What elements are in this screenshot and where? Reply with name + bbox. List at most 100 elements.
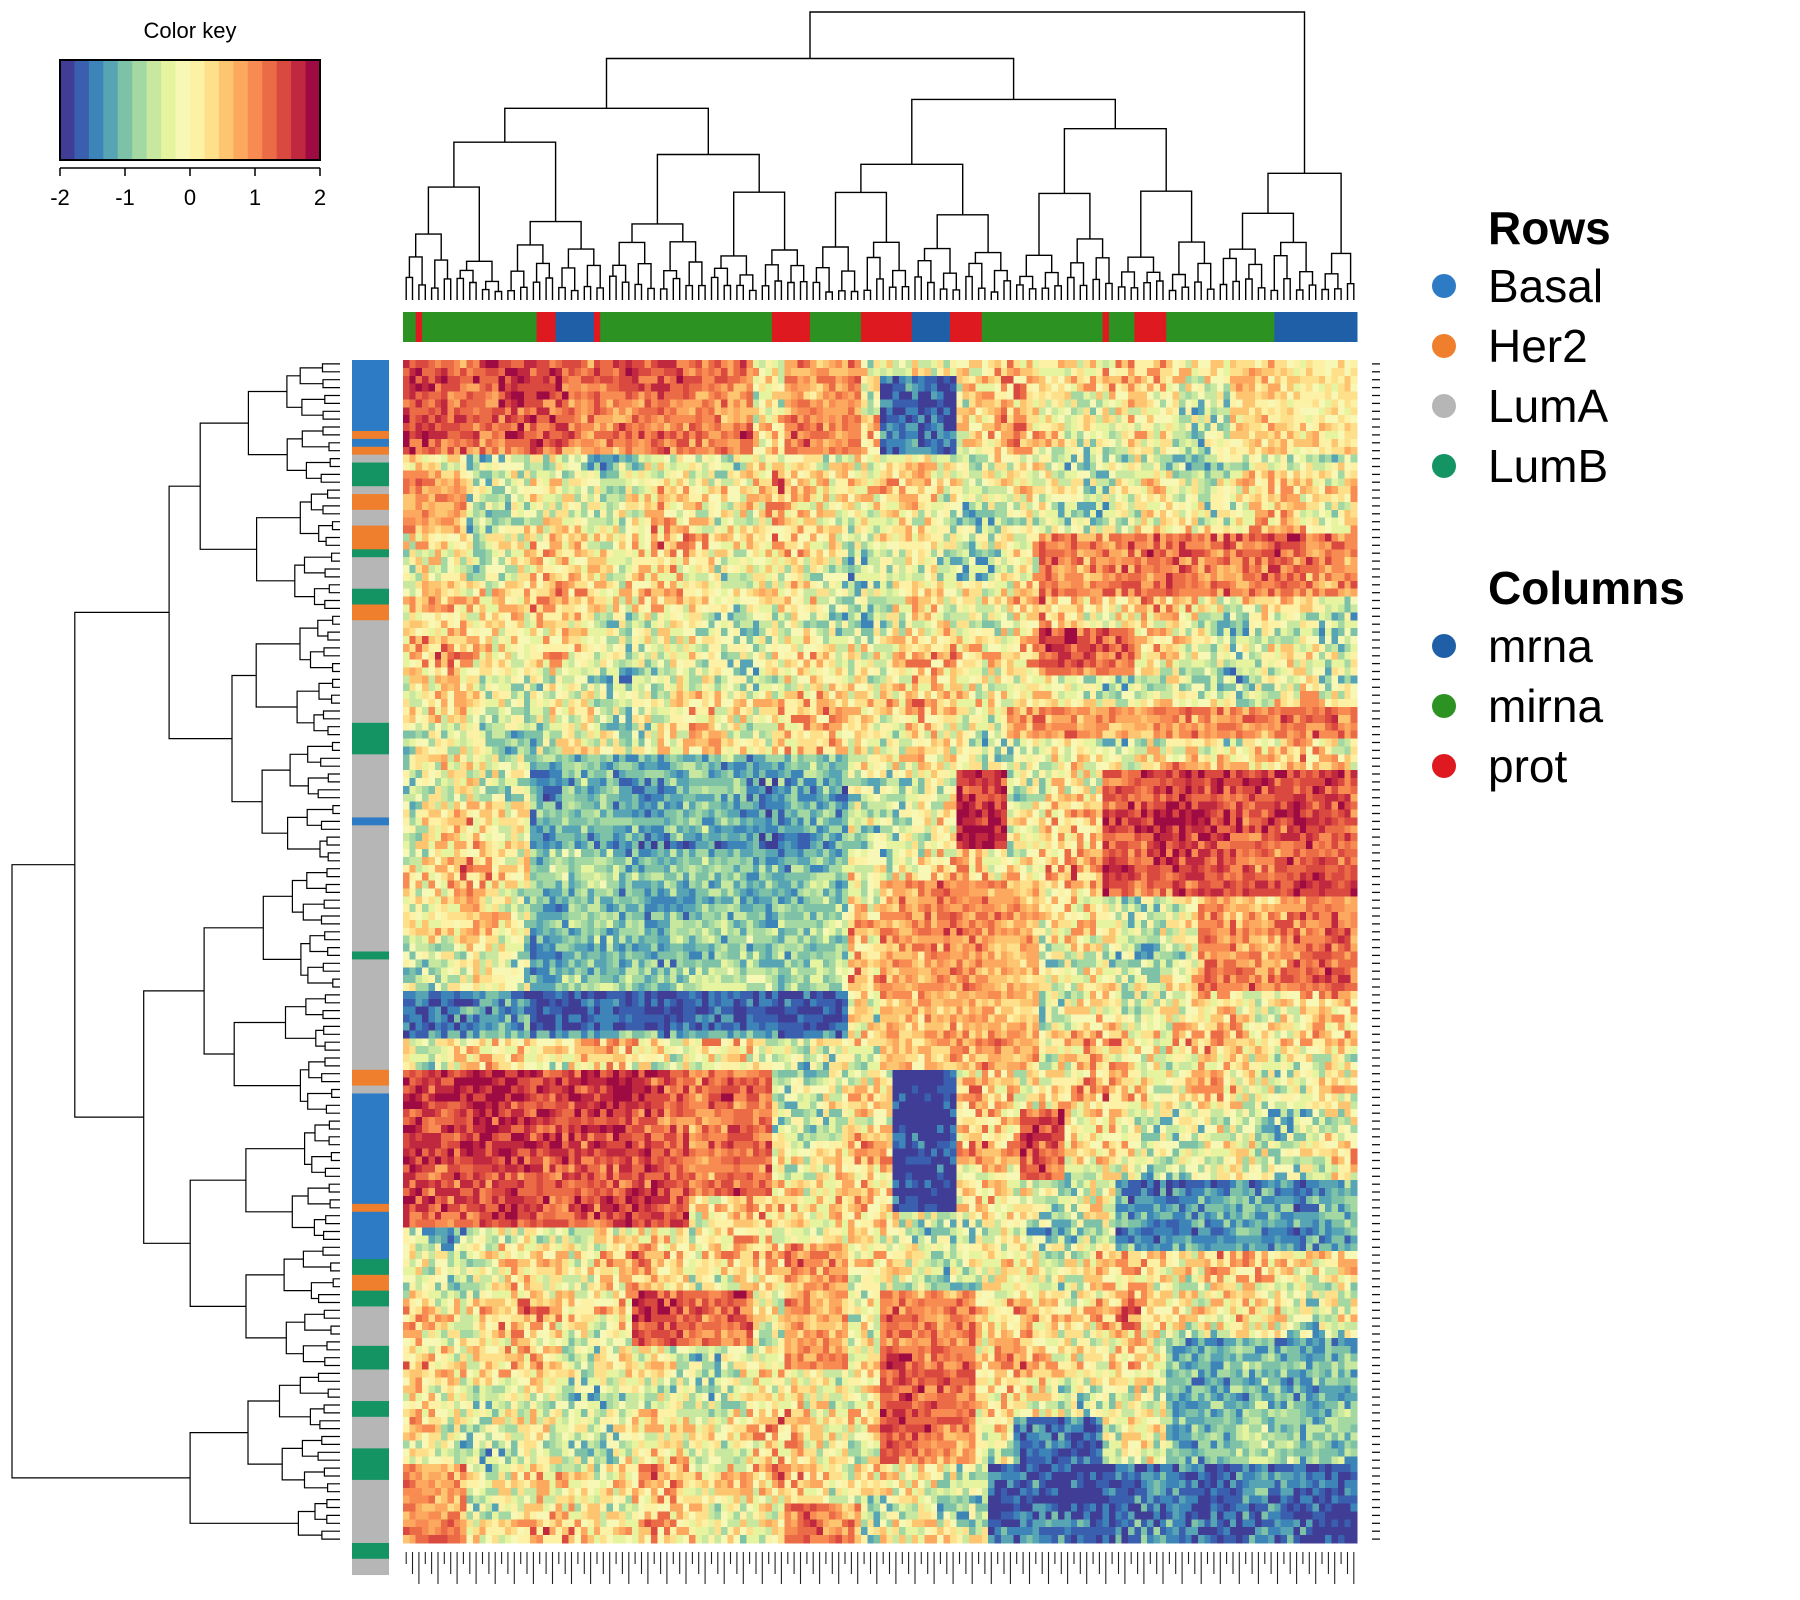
- heatmap-cell: [1191, 391, 1199, 400]
- heatmap-cell: [822, 391, 830, 400]
- heatmap-cell: [1096, 588, 1104, 598]
- heatmap-cell: [841, 438, 849, 448]
- heatmap-cell: [670, 423, 677, 432]
- heatmap-cell: [1337, 517, 1345, 527]
- heatmap-cell: [466, 509, 474, 519]
- heatmap-cell: [1350, 454, 1358, 464]
- heatmap-cell: [542, 446, 550, 456]
- heatmap-cell: [574, 367, 582, 377]
- heatmap-cell: [1121, 549, 1129, 558]
- heatmap-cell: [619, 360, 627, 369]
- row-side-block-lumb: [352, 1345, 389, 1370]
- heatmap-cell: [784, 462, 792, 471]
- heatmap-cell: [1299, 580, 1307, 590]
- heatmap-cell: [911, 454, 919, 464]
- heatmap-cell: [937, 462, 945, 471]
- heatmap-cell: [657, 565, 665, 574]
- heatmap-cell: [892, 572, 900, 582]
- heatmap-cell: [428, 525, 436, 535]
- heatmap-cell: [1166, 367, 1174, 377]
- heatmap-cell: [1191, 494, 1199, 503]
- heatmap-cell: [1325, 383, 1333, 393]
- heatmap-cell: [606, 509, 614, 519]
- heatmap-cell: [822, 462, 830, 471]
- heatmap-cell: [848, 517, 856, 527]
- heatmap-cell: [600, 533, 608, 542]
- heatmap-cell: [886, 415, 894, 424]
- heatmap-cell: [1007, 572, 1015, 582]
- heatmap-cell: [1337, 486, 1345, 495]
- heatmap-cell: [1198, 430, 1205, 440]
- heatmap-cell: [1325, 541, 1333, 550]
- heatmap-cell: [1248, 430, 1256, 440]
- heatmap-cell: [695, 525, 703, 535]
- heatmap-cell: [790, 596, 798, 605]
- heatmap-cell: [1204, 565, 1212, 574]
- heatmap-cell: [536, 478, 544, 487]
- row-side-block-her2: [352, 430, 389, 440]
- heatmap-cell: [1274, 533, 1282, 542]
- heatmap-cell: [689, 438, 697, 448]
- heatmap-cell: [1153, 541, 1161, 550]
- heatmap-cell: [651, 470, 658, 479]
- heatmap-cell: [1140, 541, 1148, 550]
- heatmap-cell: [956, 494, 964, 503]
- heatmap-cell: [631, 462, 639, 471]
- row-dendrogram-branch: [74, 611, 170, 1118]
- heatmap-cell: [1299, 462, 1307, 471]
- heatmap-cell: [1039, 588, 1046, 598]
- heatmap-cell: [1229, 454, 1237, 464]
- heatmap-cell: [962, 478, 970, 487]
- heatmap-cell: [1128, 533, 1135, 542]
- heatmap-cell: [1134, 580, 1142, 590]
- heatmap-cell: [905, 572, 913, 582]
- heatmap-cell: [752, 423, 760, 432]
- heatmap-cell: [759, 478, 767, 487]
- heatmap-cell: [479, 383, 487, 393]
- heatmap-cell: [619, 517, 627, 527]
- heatmap-cell: [530, 454, 538, 464]
- heatmap-cell: [606, 501, 614, 511]
- heatmap-cell: [587, 580, 595, 590]
- heatmap-cell: [619, 509, 627, 519]
- heatmap-cell: [969, 423, 976, 432]
- heatmap-cell: [1337, 533, 1345, 542]
- heatmap-cell: [899, 565, 906, 574]
- heatmap-cell: [1255, 580, 1263, 590]
- heatmap-cell: [1350, 572, 1358, 582]
- column-dendrogram-branch: [815, 267, 830, 292]
- heatmap-cell: [1013, 501, 1021, 511]
- heatmap-cell: [428, 565, 436, 574]
- heatmap-cell: [1312, 541, 1320, 550]
- heatmap-cell: [1058, 557, 1065, 566]
- heatmap-cell: [1242, 501, 1250, 511]
- heatmap-cell: [988, 572, 995, 582]
- heatmap-cell: [523, 454, 531, 464]
- heatmap-cell: [797, 454, 805, 464]
- heatmap-cell: [517, 486, 525, 495]
- heatmap-cell: [625, 517, 633, 527]
- heatmap-cell: [1089, 509, 1097, 519]
- heatmap-cell: [1102, 383, 1110, 393]
- heatmap-cell: [886, 541, 894, 550]
- heatmap-cell: [1140, 486, 1148, 495]
- heatmap-cell: [1128, 549, 1135, 558]
- row-dendrogram-branch: [314, 1124, 330, 1142]
- heatmap-cell: [1159, 580, 1167, 590]
- heatmap-cell: [479, 486, 487, 495]
- heatmap-cell: [746, 407, 754, 416]
- heatmap-cell: [695, 494, 703, 503]
- heatmap-cell: [1000, 367, 1008, 377]
- heatmap-cell: [886, 588, 894, 598]
- heatmap-cell: [708, 549, 716, 558]
- heatmap-cell: [1147, 478, 1154, 487]
- heatmap-cell: [587, 423, 595, 432]
- heatmap-cell: [918, 462, 926, 471]
- heatmap-cell: [1140, 494, 1148, 503]
- heatmap-cell: [447, 596, 455, 605]
- heatmap-cell: [943, 572, 951, 582]
- row-side-block-luma: [352, 1416, 389, 1449]
- heatmap-cell: [1267, 454, 1275, 464]
- heatmap-cell: [1204, 572, 1212, 582]
- heatmap-cell: [492, 360, 499, 369]
